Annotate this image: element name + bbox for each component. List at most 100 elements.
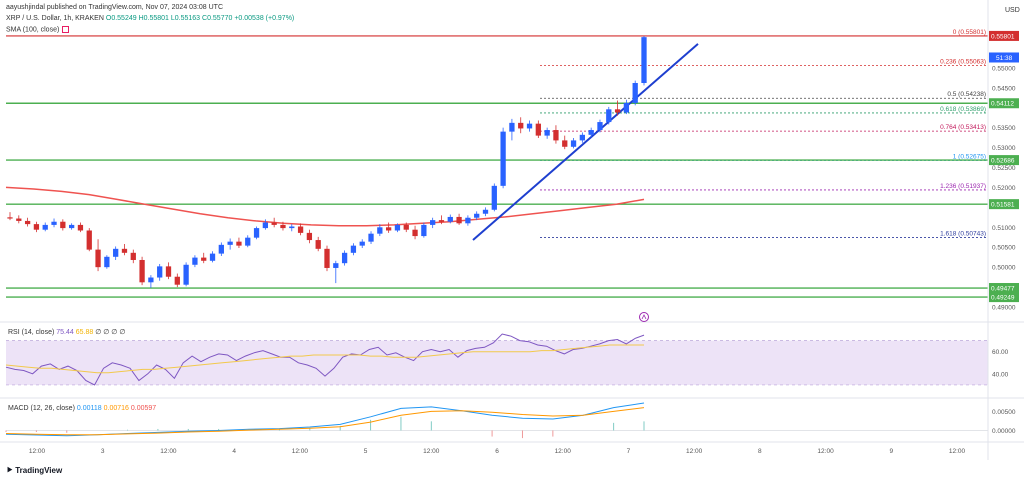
candle-body bbox=[377, 227, 383, 234]
rsi-ma-line bbox=[5, 344, 644, 374]
price-tag-4: 0.49477 bbox=[991, 286, 1015, 293]
candle-body bbox=[447, 216, 453, 222]
candle bbox=[148, 275, 154, 288]
fib-label-7: 1.618 (0.50743) bbox=[940, 231, 986, 238]
rsi-tick-0: 60.00 bbox=[992, 349, 1009, 356]
price-tag-5: 0.49249 bbox=[991, 295, 1015, 302]
price-tick-8: 0.50000 bbox=[992, 265, 1016, 272]
candle-body bbox=[130, 252, 136, 260]
candle-body bbox=[51, 221, 57, 225]
candle-body bbox=[236, 241, 242, 246]
candle-body bbox=[553, 130, 559, 141]
candle-body bbox=[350, 245, 357, 253]
time-tick-9: 7 bbox=[627, 448, 631, 455]
candle bbox=[51, 218, 57, 228]
price-tag-2: 0.52686 bbox=[991, 158, 1015, 165]
bullish-trendline bbox=[472, 43, 699, 241]
price-tag-bg-5 bbox=[989, 292, 1019, 303]
rsi-value: 75.44 bbox=[56, 329, 74, 336]
macd-value-2: 0.00716 bbox=[103, 405, 129, 412]
candle-body bbox=[24, 220, 31, 225]
currency-label: USD bbox=[1005, 7, 1020, 14]
candle-body bbox=[438, 220, 445, 222]
candle bbox=[86, 228, 92, 252]
candle-body bbox=[68, 224, 75, 229]
rsi-band bbox=[6, 340, 988, 385]
candle-body bbox=[359, 241, 365, 246]
time-tick-11: 8 bbox=[758, 448, 762, 455]
candle-body bbox=[227, 241, 233, 245]
candle bbox=[68, 223, 75, 230]
candle bbox=[403, 222, 409, 233]
candle-body bbox=[333, 263, 339, 268]
candle-body bbox=[368, 233, 374, 242]
fib-label-6: 1.236 (0.51937) bbox=[940, 183, 986, 190]
candle-body bbox=[518, 122, 524, 129]
candle-body bbox=[491, 185, 497, 210]
candle bbox=[430, 217, 436, 229]
candle bbox=[165, 262, 172, 280]
tradingview-mark-icon: ⯈ bbox=[6, 465, 14, 475]
candle-body bbox=[201, 257, 207, 261]
candle-body bbox=[86, 230, 92, 250]
candle-body bbox=[535, 123, 541, 136]
price-tick-4: 0.52500 bbox=[992, 165, 1016, 172]
time-tick-13: 9 bbox=[889, 448, 893, 455]
alert-marker-glyph bbox=[641, 314, 647, 320]
price-tag-1: 0.54112 bbox=[991, 101, 1014, 108]
candle-body bbox=[474, 213, 480, 218]
candle-body bbox=[60, 221, 66, 229]
candle-body bbox=[121, 248, 128, 253]
candle bbox=[482, 207, 489, 217]
macd-label-text: MACD (12, 26, close) bbox=[8, 405, 75, 412]
candle bbox=[412, 225, 418, 240]
candle bbox=[245, 235, 251, 248]
candle bbox=[209, 251, 216, 263]
candle bbox=[192, 255, 198, 268]
candle bbox=[280, 221, 286, 231]
candle-body bbox=[588, 130, 594, 135]
candle-body bbox=[77, 224, 84, 231]
candle bbox=[518, 117, 524, 134]
time-tick-6: 12:00 bbox=[423, 448, 440, 455]
candle bbox=[509, 118, 515, 141]
candle bbox=[341, 250, 348, 266]
candle bbox=[491, 183, 497, 212]
candle bbox=[315, 236, 321, 252]
sma-legend[interactable]: SMA (100, close) bbox=[6, 26, 70, 33]
candle bbox=[139, 256, 145, 286]
time-tick-4: 12:00 bbox=[292, 448, 309, 455]
candle bbox=[597, 119, 603, 133]
candle-body bbox=[245, 237, 251, 246]
time-tick-0: 12:00 bbox=[29, 448, 46, 455]
candle-body bbox=[148, 277, 154, 283]
candle-body bbox=[42, 224, 48, 230]
candle-body bbox=[271, 222, 277, 225]
candle-body bbox=[456, 216, 462, 224]
countdown-tag: 51:38 bbox=[996, 55, 1013, 62]
candle bbox=[130, 249, 136, 264]
candle-body bbox=[95, 249, 101, 268]
candle-body bbox=[430, 220, 436, 225]
candle-body bbox=[306, 232, 313, 241]
candle bbox=[526, 120, 533, 132]
tradingview-logo[interactable]: ⯈ TradingView bbox=[6, 465, 62, 476]
macd-value-1: 0.00118 bbox=[76, 405, 102, 412]
time-tick-1: 3 bbox=[101, 448, 105, 455]
candle bbox=[623, 99, 630, 115]
price-tick-7: 0.50500 bbox=[992, 245, 1016, 252]
symbol-name[interactable]: XRP / U.S. Dollar, 1h, KRAKEN bbox=[6, 15, 104, 22]
candle bbox=[60, 219, 66, 231]
candle bbox=[121, 244, 128, 256]
rsi-legend[interactable]: RSI (14, close) 75.44 65.88 ∅ ∅ ∅ ∅ bbox=[8, 328, 125, 336]
candle-body bbox=[7, 217, 13, 219]
candle-body bbox=[641, 37, 647, 83]
candle bbox=[579, 132, 586, 143]
price-tag-bg-4 bbox=[989, 283, 1019, 294]
ohlc-values: O0.55249 H0.55801 L0.55163 C0.55770 +0.0… bbox=[105, 15, 295, 22]
macd-legend[interactable]: MACD (12, 26, close) 0.00118 0.00716 0.0… bbox=[8, 405, 156, 412]
candle bbox=[377, 224, 383, 237]
sma-color-swatch bbox=[62, 26, 70, 33]
fib-label-2: 0.5 (0.54238) bbox=[947, 91, 986, 98]
